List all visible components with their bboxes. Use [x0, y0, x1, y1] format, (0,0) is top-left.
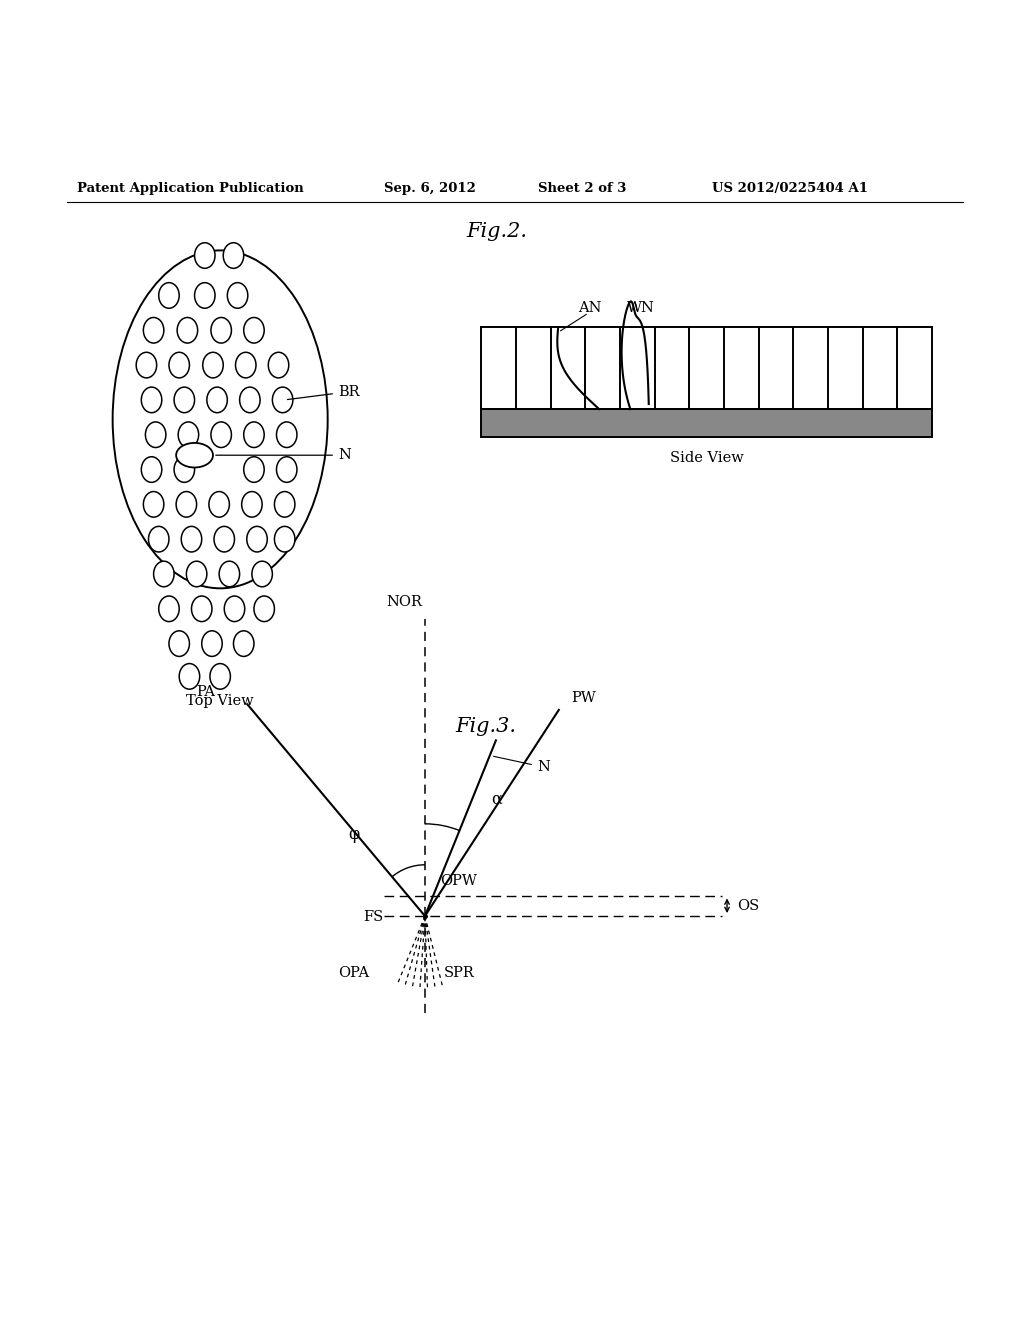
Ellipse shape — [244, 457, 264, 482]
Text: WN: WN — [627, 301, 654, 315]
Text: N: N — [494, 756, 550, 774]
Ellipse shape — [191, 597, 212, 622]
Ellipse shape — [254, 597, 274, 622]
Ellipse shape — [174, 457, 195, 482]
Ellipse shape — [274, 527, 295, 552]
Text: BR: BR — [288, 384, 359, 400]
Text: Fig.3.: Fig.3. — [456, 717, 517, 737]
Ellipse shape — [236, 352, 256, 378]
Ellipse shape — [113, 251, 328, 589]
Ellipse shape — [209, 491, 229, 517]
Ellipse shape — [174, 387, 195, 413]
Ellipse shape — [223, 243, 244, 268]
Ellipse shape — [176, 491, 197, 517]
Text: OS: OS — [737, 899, 760, 912]
Ellipse shape — [219, 561, 240, 587]
Ellipse shape — [233, 631, 254, 656]
Ellipse shape — [247, 527, 267, 552]
Ellipse shape — [272, 387, 293, 413]
Text: SPR: SPR — [443, 966, 474, 981]
Ellipse shape — [240, 387, 260, 413]
Text: PA: PA — [196, 685, 215, 700]
Ellipse shape — [176, 444, 213, 467]
Ellipse shape — [244, 318, 264, 343]
Ellipse shape — [186, 561, 207, 587]
Ellipse shape — [276, 422, 297, 447]
Ellipse shape — [177, 318, 198, 343]
Text: FS: FS — [364, 909, 384, 924]
Ellipse shape — [214, 527, 234, 552]
Ellipse shape — [202, 631, 222, 656]
Ellipse shape — [252, 561, 272, 587]
Ellipse shape — [227, 282, 248, 309]
Text: OPA: OPA — [338, 966, 369, 981]
Ellipse shape — [276, 457, 297, 482]
Ellipse shape — [268, 352, 289, 378]
Text: OPW: OPW — [440, 874, 477, 888]
Ellipse shape — [141, 387, 162, 413]
Bar — [481, 409, 932, 437]
Ellipse shape — [244, 422, 264, 447]
Ellipse shape — [143, 491, 164, 517]
Text: φ: φ — [348, 826, 359, 843]
Text: Sep. 6, 2012: Sep. 6, 2012 — [384, 182, 476, 195]
Ellipse shape — [181, 527, 202, 552]
Text: Sheet 2 of 3: Sheet 2 of 3 — [538, 182, 626, 195]
Text: α: α — [492, 791, 502, 808]
Ellipse shape — [179, 664, 200, 689]
Text: N: N — [216, 449, 351, 462]
Text: Side View: Side View — [670, 451, 743, 466]
Text: Top View: Top View — [186, 694, 254, 708]
Ellipse shape — [203, 352, 223, 378]
Ellipse shape — [211, 422, 231, 447]
Ellipse shape — [207, 387, 227, 413]
Ellipse shape — [159, 282, 179, 309]
Ellipse shape — [145, 422, 166, 447]
Ellipse shape — [224, 597, 245, 622]
Ellipse shape — [141, 457, 162, 482]
Ellipse shape — [169, 352, 189, 378]
Ellipse shape — [136, 352, 157, 378]
Ellipse shape — [169, 631, 189, 656]
Ellipse shape — [148, 527, 169, 552]
Ellipse shape — [178, 422, 199, 447]
Text: US 2012/0225404 A1: US 2012/0225404 A1 — [712, 182, 867, 195]
Ellipse shape — [211, 318, 231, 343]
Ellipse shape — [242, 491, 262, 517]
Ellipse shape — [195, 282, 215, 309]
Ellipse shape — [159, 597, 179, 622]
Text: Fig.2.: Fig.2. — [466, 223, 527, 242]
Text: AN: AN — [579, 301, 602, 315]
Ellipse shape — [154, 561, 174, 587]
Ellipse shape — [143, 318, 164, 343]
Text: Patent Application Publication: Patent Application Publication — [77, 182, 303, 195]
Text: PW: PW — [571, 690, 596, 705]
Text: NOR: NOR — [386, 595, 423, 609]
Ellipse shape — [210, 664, 230, 689]
Ellipse shape — [195, 243, 215, 268]
Ellipse shape — [274, 491, 295, 517]
